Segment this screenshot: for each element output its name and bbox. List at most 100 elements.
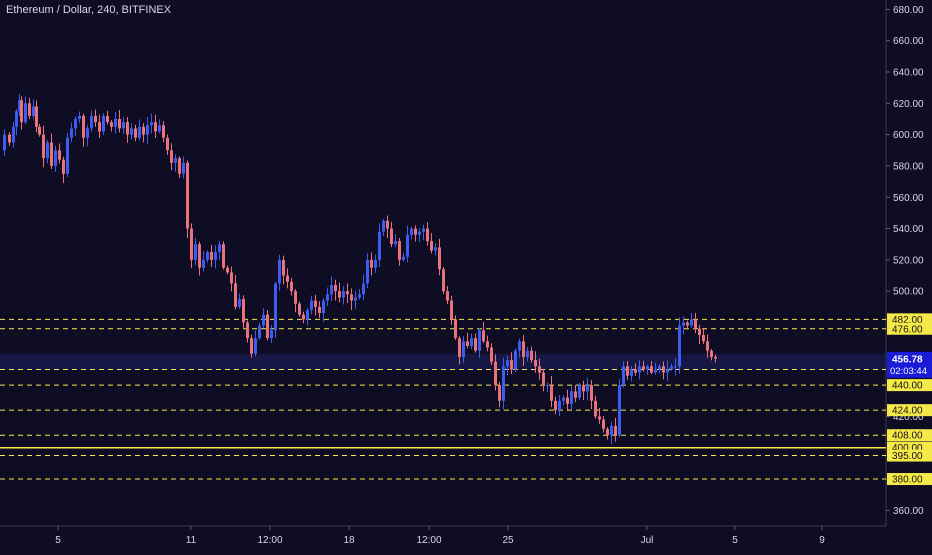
candle-body [414, 228, 417, 235]
candle-body [546, 385, 549, 387]
candle-body [314, 300, 317, 307]
candle-body [166, 137, 169, 151]
candle-body [32, 106, 35, 116]
x-tick-label: 25 [502, 535, 514, 546]
candle-body [586, 385, 589, 392]
candle-body [94, 115, 97, 123]
candle-body [454, 319, 457, 339]
candle-body [650, 366, 653, 373]
candle-body [170, 150, 173, 163]
candle-body [706, 341, 709, 351]
level-label-bg [887, 449, 932, 462]
level-label-bg [887, 473, 932, 486]
candle-body [698, 328, 701, 336]
candle-body [630, 369, 633, 376]
x-tick-label: 12:00 [416, 535, 441, 546]
candle-body [438, 247, 441, 270]
candle-body [86, 128, 89, 138]
candle-body [54, 150, 57, 166]
candle-body [110, 122, 113, 127]
candle-body [15, 111, 18, 127]
candle-body [330, 284, 333, 295]
candle-body [318, 306, 321, 314]
candle-body [538, 366, 541, 373]
candle-body [658, 366, 661, 370]
candle-body [622, 366, 625, 386]
candle-body [186, 162, 189, 229]
candle-body [90, 115, 93, 129]
level-label-bg [887, 322, 932, 335]
candle-body [138, 126, 141, 138]
candle-body [394, 241, 397, 245]
level-label: 380.00 [892, 475, 923, 486]
level-label: 408.00 [892, 431, 923, 442]
candle-body [370, 259, 373, 268]
candle-body [214, 252, 217, 260]
candle-body [462, 341, 465, 357]
candle-body [382, 220, 385, 232]
candle-body [182, 162, 185, 174]
candle-body [222, 244, 225, 268]
candle-body [398, 241, 401, 260]
candle-body [434, 247, 437, 251]
candle-body [286, 275, 289, 282]
candle-body [530, 350, 533, 361]
candle-body [158, 125, 161, 132]
level-label-bg [887, 379, 932, 392]
candle-body [126, 122, 129, 135]
candle-body [598, 416, 601, 420]
candle-body [42, 134, 45, 159]
candle-body [242, 299, 245, 323]
candle-body [406, 234, 409, 257]
x-tick-label: 5 [55, 535, 61, 546]
y-tick-label: 600.00 [893, 130, 924, 141]
candle-body [346, 291, 349, 295]
candle-body [542, 372, 545, 386]
candle-body [218, 244, 221, 253]
y-tick-label: 520.00 [893, 255, 924, 266]
candle-body [486, 341, 489, 348]
y-tick-label: 660.00 [893, 36, 924, 47]
candle-body [334, 284, 337, 292]
candle-body [410, 228, 413, 235]
level-label-bg [887, 313, 932, 326]
candle-body [558, 400, 561, 411]
candle-body [422, 228, 425, 232]
current-price-label: 456.78 [892, 354, 923, 365]
candle-body [506, 360, 509, 367]
candle-body [430, 241, 433, 251]
candle-body [474, 338, 477, 351]
candle-body [282, 259, 285, 276]
candle-body [106, 115, 109, 123]
candle-body [614, 425, 617, 436]
candle-body [662, 366, 665, 373]
current-price-label-bg [887, 351, 932, 378]
candle-body [234, 283, 237, 307]
candle-body [610, 425, 613, 436]
candle-body [466, 341, 469, 346]
candle-body [570, 391, 573, 404]
candle-body [50, 142, 53, 166]
candle-body [678, 325, 681, 367]
x-tick-label: Jul [641, 535, 654, 546]
candle-body [154, 122, 157, 132]
candle-body [646, 366, 649, 370]
candle-body [174, 158, 177, 163]
candle-body [490, 347, 493, 362]
candle-body [482, 330, 485, 342]
y-tick-label: 560.00 [893, 193, 924, 204]
candle-body [554, 400, 557, 411]
candle-body [302, 314, 305, 320]
candle-body [670, 366, 673, 370]
candle-body [238, 299, 241, 307]
level-label: 482.00 [892, 315, 923, 326]
candle-body [74, 118, 77, 129]
candle-body [118, 118, 121, 129]
candle-body [578, 385, 581, 398]
candle-body [24, 103, 27, 123]
candle-body [590, 385, 593, 401]
candle-body [522, 341, 525, 357]
candle-body [402, 256, 405, 260]
